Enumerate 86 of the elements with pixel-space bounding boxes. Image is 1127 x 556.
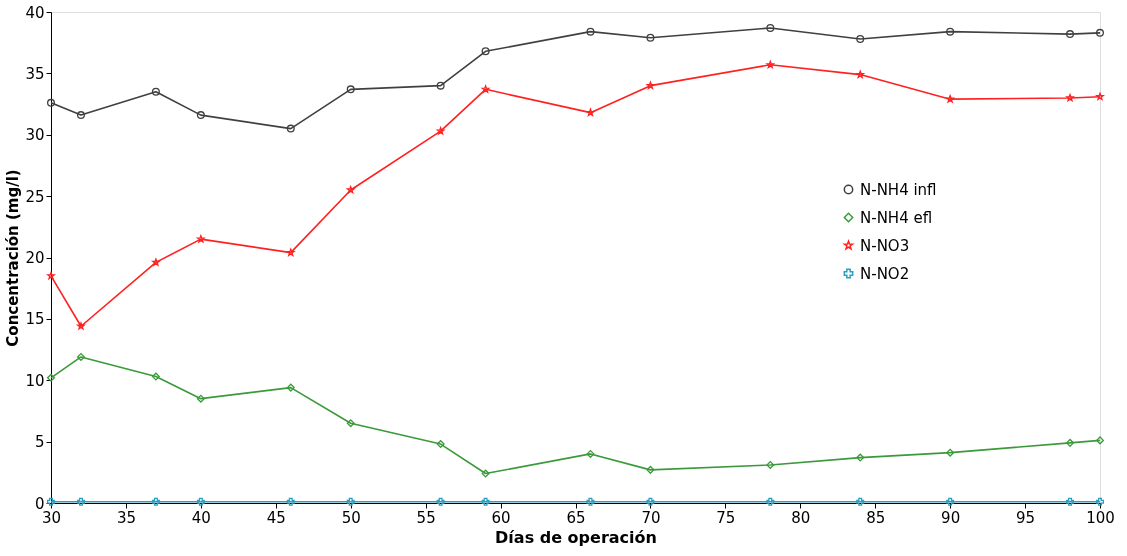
point (766, 497, 775, 506)
point (766, 460, 775, 469)
point (1066, 438, 1075, 447)
x-tick-label: 35 (116, 508, 136, 527)
y-tick-label: 40 (25, 3, 45, 22)
point (646, 81, 655, 90)
y-tick-label: 20 (25, 249, 45, 267)
point (346, 85, 355, 94)
point (1066, 93, 1074, 102)
point (1066, 497, 1075, 506)
point (47, 373, 55, 382)
point (586, 497, 595, 506)
y-tick-label: 10 (25, 371, 45, 390)
x-tick-label: 40 (191, 508, 211, 527)
point (286, 497, 295, 506)
legend-label: N-NH4 infl (860, 180, 937, 199)
y-tick-label: 35 (25, 64, 45, 83)
point (1096, 28, 1104, 37)
x-tick-label: 50 (341, 508, 361, 527)
point (436, 127, 445, 135)
point (586, 108, 595, 117)
point (196, 394, 205, 403)
x-axis-title: Días de operación (495, 527, 657, 547)
point (946, 497, 955, 506)
x-tick-label: 90 (941, 508, 961, 527)
point (436, 81, 445, 90)
legend-label: N-NH4 efl (860, 208, 933, 227)
legend-label: N-NO2 (860, 264, 910, 283)
point (1096, 436, 1104, 445)
point (286, 124, 295, 133)
x-tick-label: 75 (716, 508, 736, 527)
x-tick-label: 60 (491, 508, 511, 527)
point (856, 453, 865, 462)
point (76, 111, 85, 120)
point (47, 271, 55, 280)
point (856, 497, 865, 506)
x-tick-label: 45 (266, 508, 286, 527)
point (1096, 92, 1104, 101)
point (346, 497, 355, 506)
point (856, 35, 865, 43)
point (586, 27, 595, 36)
y-axis-title: Concentración (mg/l) (4, 169, 23, 347)
y-tick-label: 25 (25, 187, 45, 206)
legend-label: N-NO3 (860, 236, 910, 255)
x-tick-label: 80 (791, 508, 811, 527)
point (152, 258, 160, 266)
point (286, 383, 295, 392)
y-tick-label: 30 (25, 126, 45, 145)
point (346, 419, 355, 428)
point (151, 372, 160, 381)
point (946, 448, 955, 457)
x-tick-label: 95 (1016, 508, 1036, 527)
point (481, 497, 490, 506)
point (481, 47, 490, 56)
point (196, 497, 205, 506)
point (646, 465, 655, 474)
point (77, 322, 85, 330)
y-tick-label: 5 (34, 433, 45, 452)
point (946, 27, 955, 36)
point (286, 248, 295, 256)
x-tick-label: 100 (1086, 508, 1115, 527)
point (76, 352, 85, 361)
x-tick-label: 70 (641, 508, 661, 527)
point (1066, 30, 1075, 39)
x-tick-label: 85 (866, 508, 886, 527)
point (856, 70, 865, 78)
point (481, 469, 490, 478)
point (646, 497, 655, 506)
y-tick-label: 15 (25, 310, 45, 329)
point (196, 111, 205, 120)
point (766, 23, 775, 32)
point (47, 98, 55, 107)
point (436, 440, 445, 449)
point (946, 95, 954, 103)
point (76, 497, 85, 506)
point (481, 85, 490, 93)
x-tick-label: 55 (416, 508, 436, 527)
point (151, 497, 160, 506)
point (197, 235, 205, 243)
x-tick-label: 65 (566, 508, 586, 527)
point (586, 449, 595, 458)
point (646, 33, 655, 42)
point (151, 87, 160, 96)
point (346, 185, 355, 194)
point (436, 497, 445, 506)
point (766, 60, 775, 69)
